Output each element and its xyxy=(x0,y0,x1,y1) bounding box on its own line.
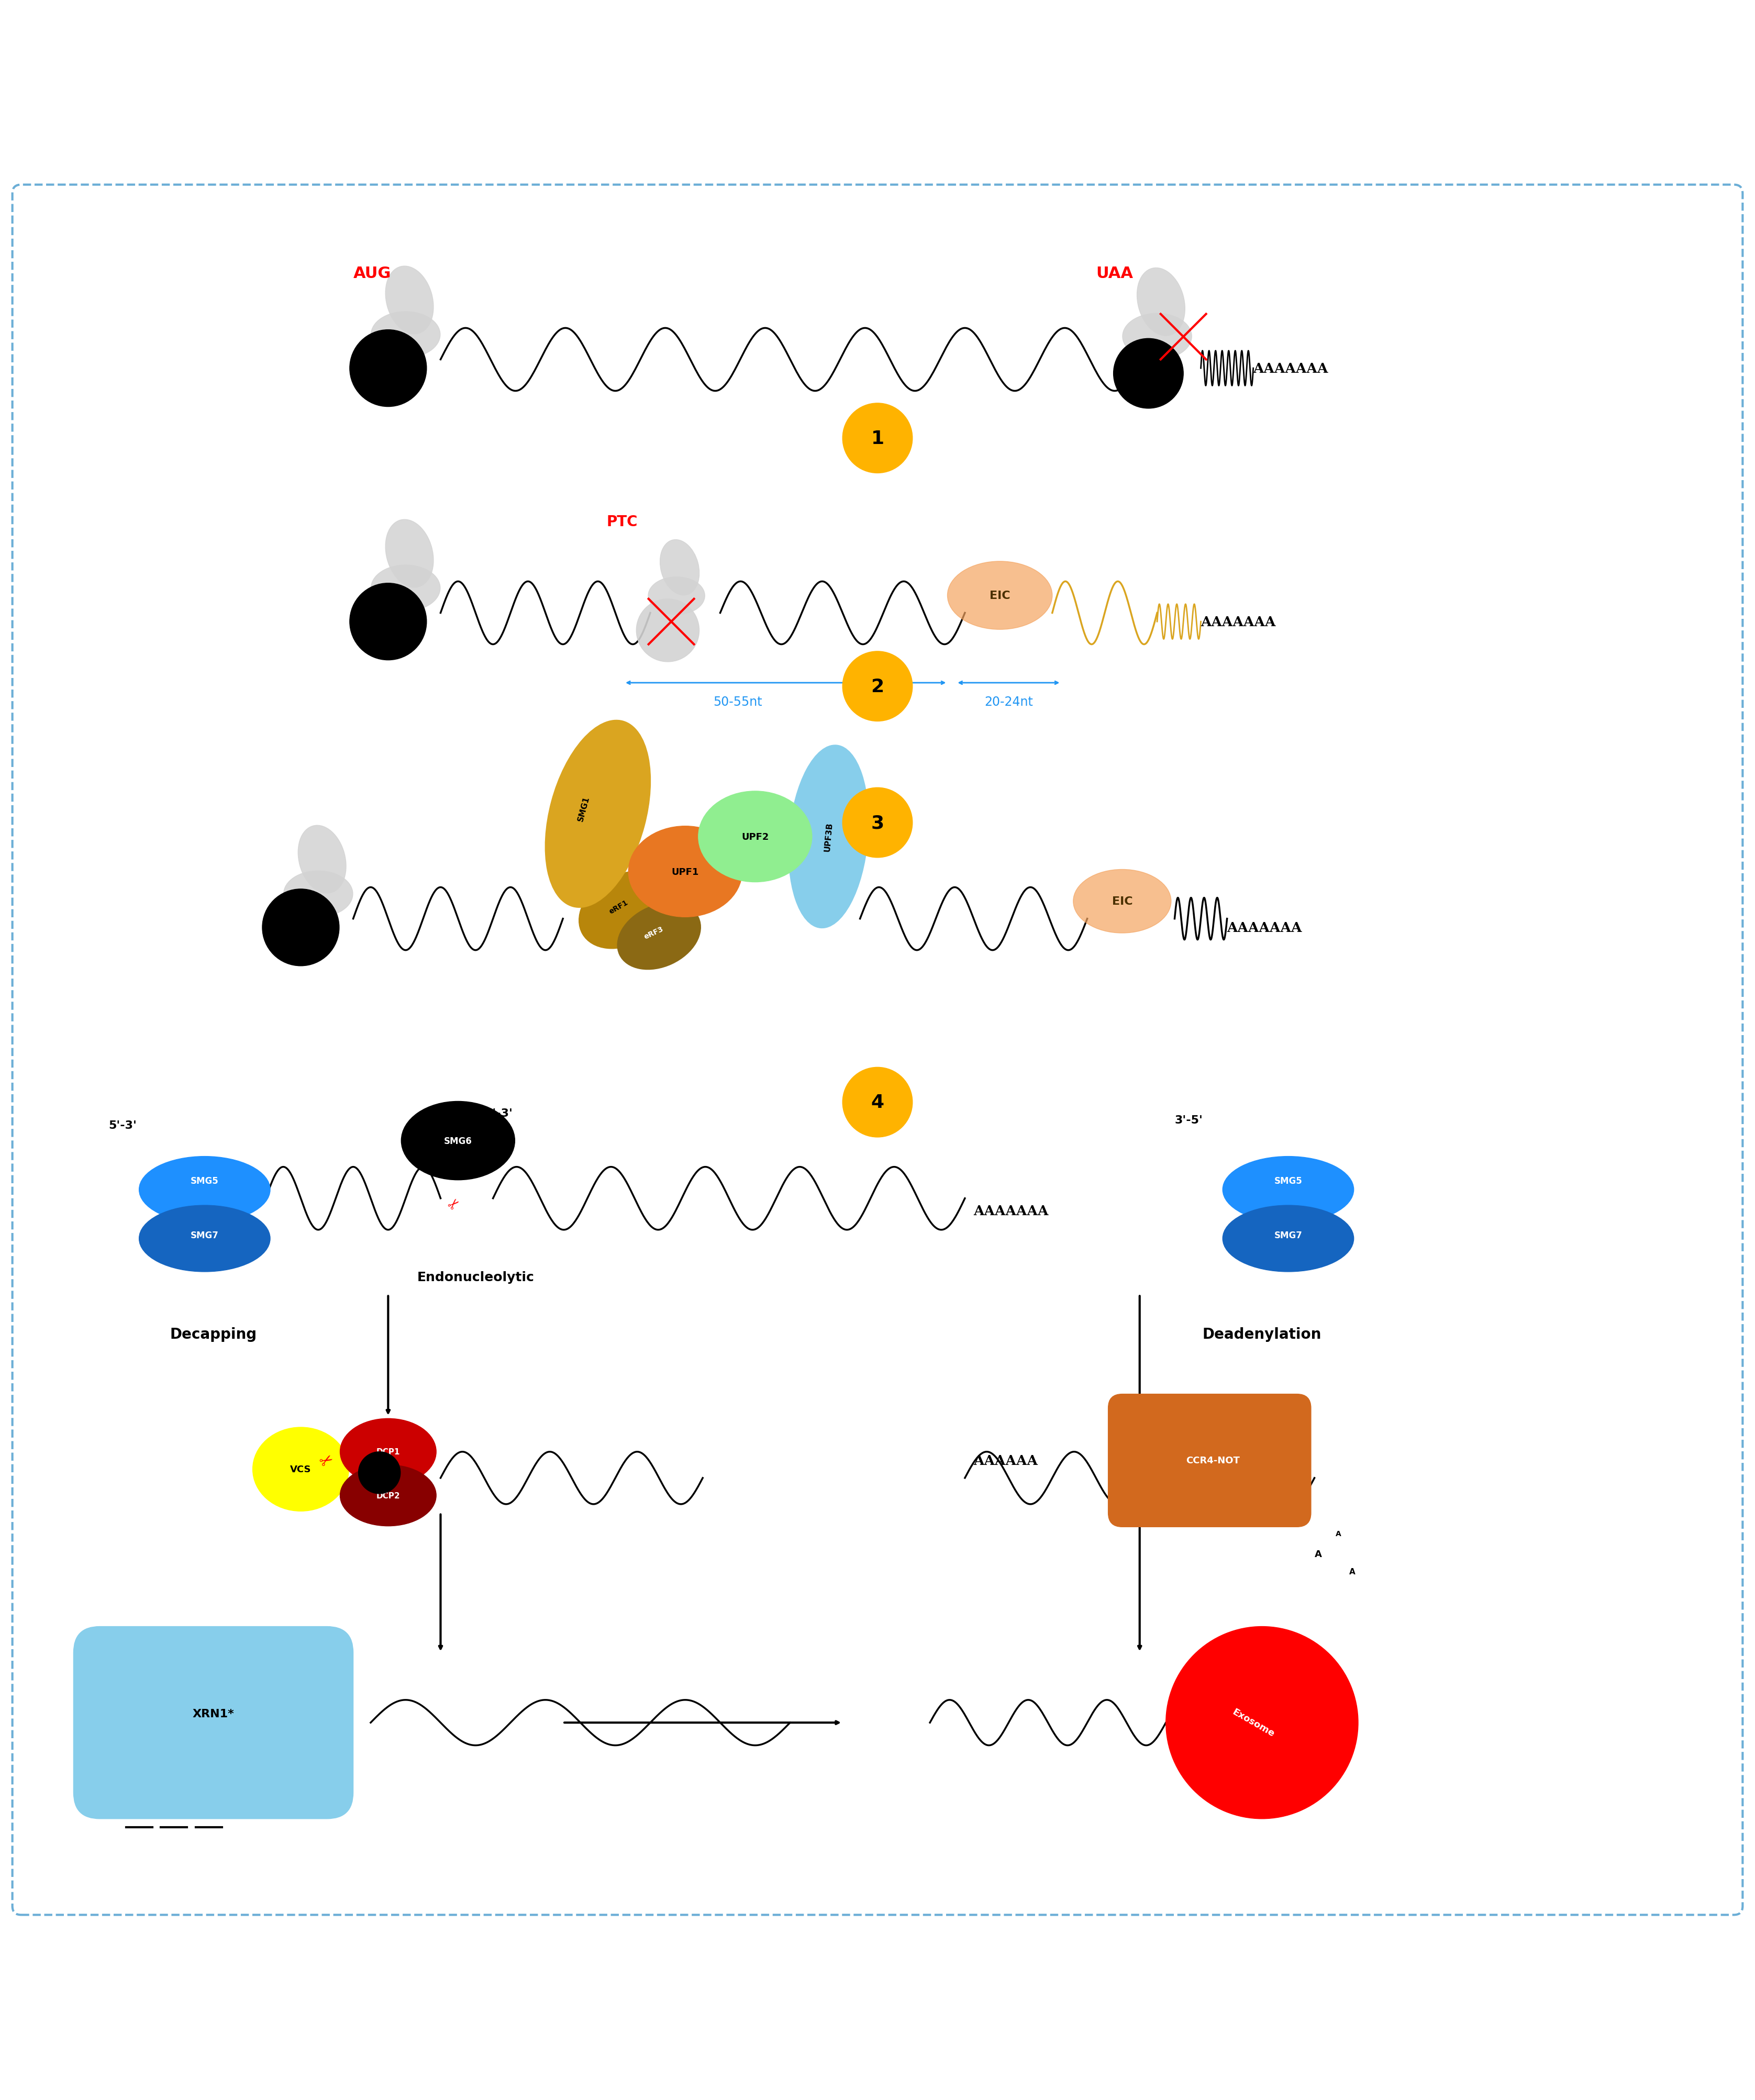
Text: DCP1: DCP1 xyxy=(376,1447,400,1455)
Text: PTC: PTC xyxy=(607,514,637,529)
Ellipse shape xyxy=(628,825,742,918)
Text: 5'-3': 5'-3' xyxy=(484,1109,512,1119)
Text: A: A xyxy=(1350,1569,1355,1575)
Text: DCP2: DCP2 xyxy=(376,1491,400,1499)
Text: A: A xyxy=(1336,1531,1341,1537)
Text: AAAAAA: AAAAAA xyxy=(974,1453,1037,1468)
Ellipse shape xyxy=(139,1205,270,1273)
Ellipse shape xyxy=(253,1428,349,1512)
Circle shape xyxy=(349,584,426,659)
Ellipse shape xyxy=(340,1420,437,1485)
Ellipse shape xyxy=(618,903,700,970)
Text: SMG1: SMG1 xyxy=(577,796,591,823)
Ellipse shape xyxy=(370,565,441,611)
Ellipse shape xyxy=(402,1102,514,1180)
Text: A: A xyxy=(1314,1550,1322,1558)
Ellipse shape xyxy=(298,825,346,892)
Circle shape xyxy=(261,888,339,966)
Text: SMG5: SMG5 xyxy=(1274,1176,1302,1186)
Ellipse shape xyxy=(648,578,706,615)
Circle shape xyxy=(842,403,913,472)
Text: 3: 3 xyxy=(870,815,885,832)
Text: AAAAAAA: AAAAAAA xyxy=(1227,922,1302,934)
Text: Deadenylation: Deadenylation xyxy=(1202,1327,1322,1342)
Text: CCR4-NOT: CCR4-NOT xyxy=(1186,1455,1241,1466)
Ellipse shape xyxy=(284,871,353,918)
Ellipse shape xyxy=(1123,313,1192,359)
Text: 1: 1 xyxy=(870,430,885,447)
Ellipse shape xyxy=(660,540,698,596)
Circle shape xyxy=(349,330,426,407)
Wedge shape xyxy=(1165,1628,1358,1819)
Text: VCS: VCS xyxy=(290,1464,311,1474)
Text: ✂: ✂ xyxy=(446,1195,463,1214)
Ellipse shape xyxy=(788,746,869,928)
Ellipse shape xyxy=(1223,1157,1353,1222)
Ellipse shape xyxy=(386,521,433,588)
Ellipse shape xyxy=(1137,269,1185,336)
FancyBboxPatch shape xyxy=(1107,1394,1311,1527)
Text: 50-55nt: 50-55nt xyxy=(713,695,762,708)
Text: SMG7: SMG7 xyxy=(191,1231,219,1239)
Text: 2: 2 xyxy=(870,678,885,695)
Circle shape xyxy=(637,598,698,662)
Text: AAAAAAA: AAAAAAA xyxy=(974,1203,1049,1218)
Text: EIC: EIC xyxy=(990,590,1011,601)
Ellipse shape xyxy=(698,792,813,882)
Text: AAAAAAA: AAAAAAA xyxy=(1253,361,1329,376)
Ellipse shape xyxy=(139,1157,270,1222)
Ellipse shape xyxy=(1223,1205,1353,1273)
Text: UPF3B: UPF3B xyxy=(823,821,834,853)
Text: 4: 4 xyxy=(870,1094,885,1111)
Text: eRF1: eRF1 xyxy=(607,899,630,916)
Ellipse shape xyxy=(579,871,669,949)
Circle shape xyxy=(842,1067,913,1138)
Text: UPF1: UPF1 xyxy=(672,867,698,876)
Text: SMG5: SMG5 xyxy=(191,1176,219,1186)
Text: 20-24nt: 20-24nt xyxy=(985,695,1034,708)
Text: 3'-5': 3'-5' xyxy=(1174,1115,1202,1126)
Text: SMG6: SMG6 xyxy=(444,1136,472,1147)
Ellipse shape xyxy=(386,267,433,334)
FancyBboxPatch shape xyxy=(74,1628,353,1819)
Text: eRF3: eRF3 xyxy=(642,926,665,941)
Ellipse shape xyxy=(1074,869,1171,932)
Circle shape xyxy=(1113,338,1183,410)
Ellipse shape xyxy=(546,720,651,907)
Text: AAAAAAA: AAAAAAA xyxy=(1200,615,1276,628)
Ellipse shape xyxy=(370,313,441,359)
Text: Endonucleolytic: Endonucleolytic xyxy=(418,1270,534,1283)
Text: 5'-3': 5'-3' xyxy=(109,1119,137,1130)
Circle shape xyxy=(358,1451,400,1493)
Text: EIC: EIC xyxy=(1113,897,1132,907)
Circle shape xyxy=(842,651,913,722)
Text: ✂: ✂ xyxy=(318,1451,337,1470)
Text: AUG: AUG xyxy=(353,267,391,281)
Text: UAA: UAA xyxy=(1095,267,1134,281)
Ellipse shape xyxy=(948,561,1053,630)
Text: Exosome: Exosome xyxy=(1230,1707,1276,1739)
Text: XRN1*: XRN1* xyxy=(193,1709,233,1720)
Text: UPF2: UPF2 xyxy=(741,832,769,842)
Circle shape xyxy=(842,788,913,857)
Text: SMG7: SMG7 xyxy=(1274,1231,1302,1239)
Text: Decapping: Decapping xyxy=(170,1327,256,1342)
Ellipse shape xyxy=(340,1466,437,1527)
